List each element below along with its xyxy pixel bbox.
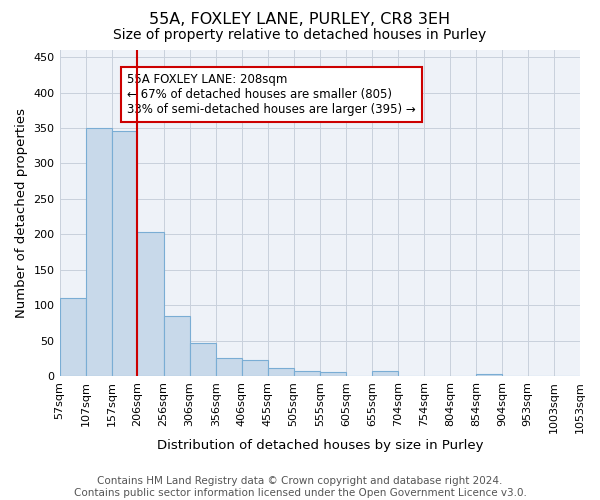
Bar bbox=[86, 128, 112, 376]
Bar bbox=[190, 342, 216, 376]
Y-axis label: Number of detached properties: Number of detached properties bbox=[15, 108, 28, 318]
Text: Contains HM Land Registry data © Crown copyright and database right 2024.
Contai: Contains HM Land Registry data © Crown c… bbox=[74, 476, 526, 498]
Text: 55A FOXLEY LANE: 208sqm
← 67% of detached houses are smaller (805)
33% of semi-d: 55A FOXLEY LANE: 208sqm ← 67% of detache… bbox=[127, 73, 416, 116]
Bar bbox=[268, 368, 293, 376]
Bar bbox=[164, 316, 190, 376]
Bar bbox=[372, 371, 398, 376]
X-axis label: Distribution of detached houses by size in Purley: Distribution of detached houses by size … bbox=[157, 440, 483, 452]
Bar bbox=[242, 360, 268, 376]
Bar bbox=[476, 374, 502, 376]
Bar bbox=[216, 358, 242, 376]
Text: 55A, FOXLEY LANE, PURLEY, CR8 3EH: 55A, FOXLEY LANE, PURLEY, CR8 3EH bbox=[149, 12, 451, 28]
Text: Size of property relative to detached houses in Purley: Size of property relative to detached ho… bbox=[113, 28, 487, 42]
Bar bbox=[320, 372, 346, 376]
Bar bbox=[112, 132, 137, 376]
Bar bbox=[59, 298, 86, 376]
Bar bbox=[293, 371, 320, 376]
Bar bbox=[137, 232, 164, 376]
